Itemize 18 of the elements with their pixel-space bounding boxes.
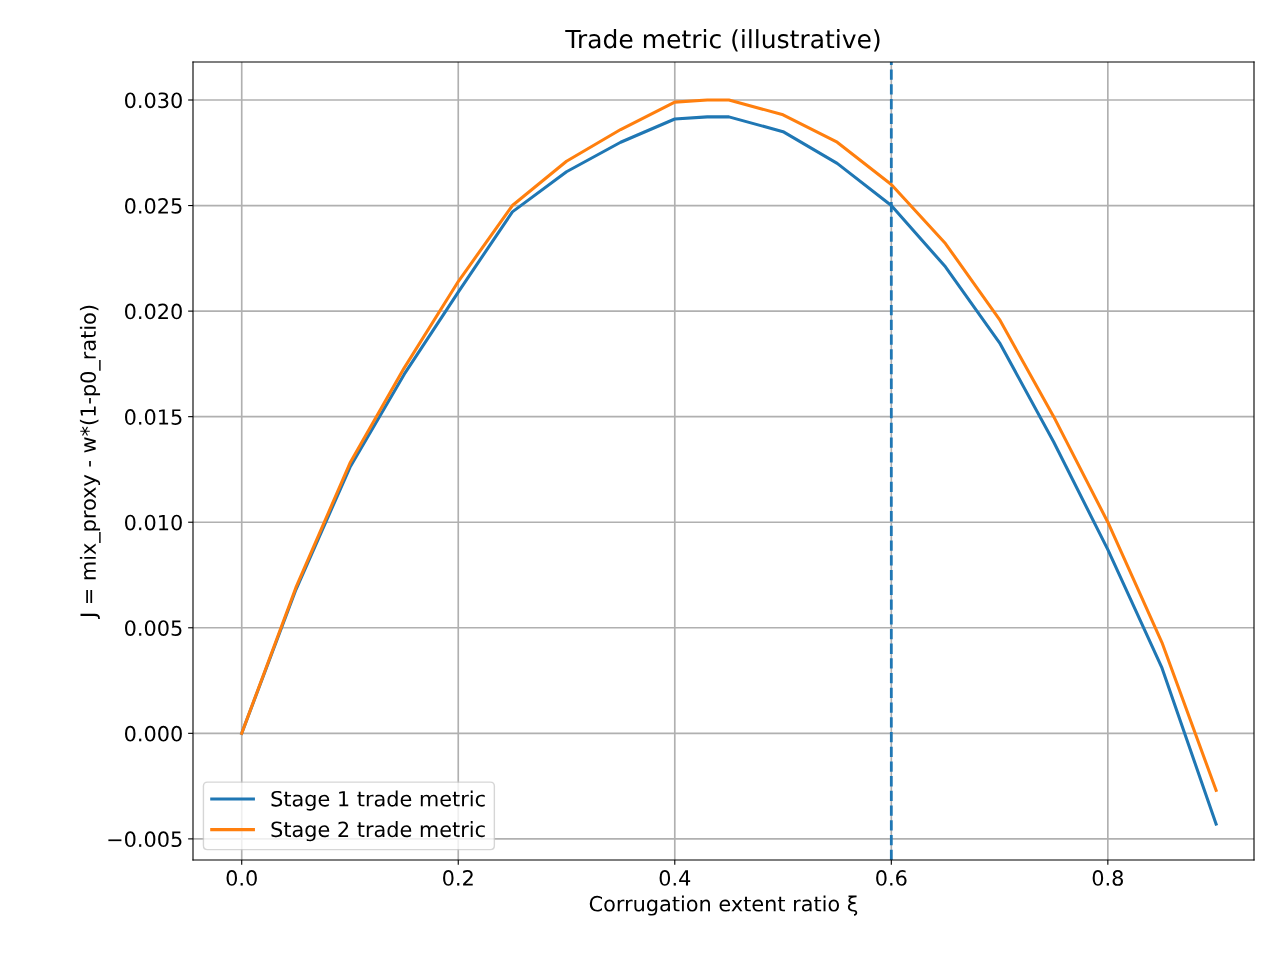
y-tick-label: 0.005 <box>125 620 182 636</box>
x-tick-label: 0.6 <box>876 870 907 886</box>
x-tick-label: 0.2 <box>443 870 473 886</box>
chart-title: Trade metric (illustrative) <box>565 29 880 52</box>
y-tick-label: −0.005 <box>108 831 182 848</box>
y-tick-label: 0.010 <box>125 514 182 531</box>
y-tick-label: 0.000 <box>125 725 182 742</box>
y-tick-label: 0.030 <box>125 92 182 109</box>
legend-label: Stage 2 trade metric <box>271 821 485 842</box>
legend-label: Stage 1 trade metric <box>271 790 485 811</box>
y-axis-title: J = mix_proxy - w*(1-p0_ratio) <box>79 305 101 620</box>
y-tick-label: 0.015 <box>125 409 182 425</box>
x-axis-title: Corrugation extent ratio ξ <box>589 895 858 916</box>
x-tick-label: 0.8 <box>1092 870 1123 886</box>
y-tick-label: 0.020 <box>125 303 182 320</box>
y-tick-label: 0.025 <box>125 198 182 214</box>
x-tick-label: 0.4 <box>659 870 691 886</box>
x-tick-label: 0.0 <box>226 870 257 886</box>
